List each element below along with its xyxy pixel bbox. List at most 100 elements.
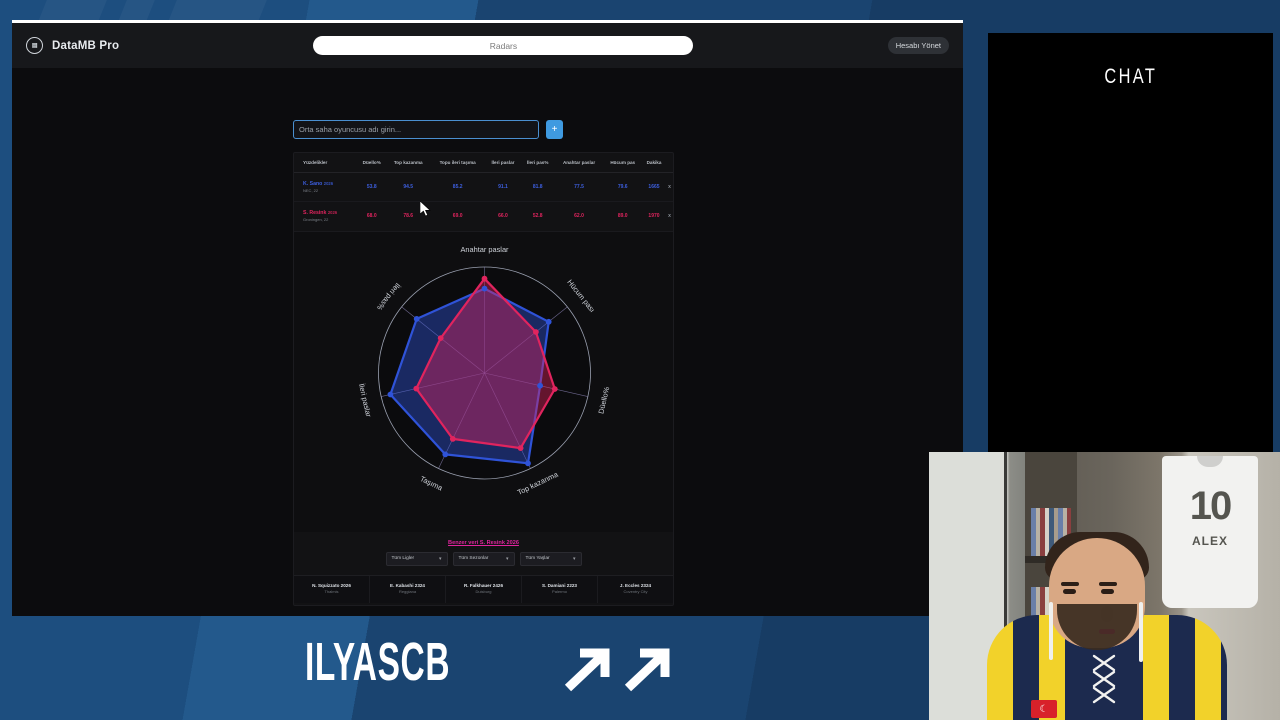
player-team: NEC, 22 xyxy=(303,187,319,193)
col-forward-passes[interactable]: İleri paslar xyxy=(485,153,521,173)
similar-player-name: R. Falkhauer 2426 xyxy=(463,582,504,588)
cell-key-passes: 77.5 xyxy=(554,172,604,203)
jersey-number: 10 xyxy=(1189,484,1232,528)
season-filter[interactable]: Tüm Sezonlar ▾ xyxy=(452,551,515,566)
jersey-collar xyxy=(1197,456,1223,467)
page-body: + Yüzdelikler Düello% Top kazanma Topu i… xyxy=(12,68,963,616)
list-item[interactable]: S. Damiani 2223 Palermo xyxy=(522,575,598,604)
col-percentiles[interactable]: Yüzdelikler xyxy=(294,153,358,173)
cell-minutes: 1665 xyxy=(641,172,667,203)
radar-chart[interactable]: Anahtar paslar Hücum pası Düello% Top kazan… xyxy=(294,231,673,532)
list-item[interactable]: E. Kabashi 2324 Reggiana xyxy=(370,575,446,604)
radars-search-pill[interactable]: Radars xyxy=(313,36,694,55)
league-filter-value: Tüm Ligler xyxy=(391,556,415,562)
radar-axis-label: Top kazanma xyxy=(516,469,560,497)
percentiles-table: Yüzdelikler Düello% Top kazanma Topu ile… xyxy=(294,153,673,232)
radar-chart-svg: Anahtar paslar Hücum pası Düello% Top kazan… xyxy=(357,245,611,497)
turkish-flag-badge: ☾ xyxy=(1031,700,1057,718)
list-item[interactable]: N. Squizzato 2026 Thalmis xyxy=(294,575,370,604)
player-search-input[interactable] xyxy=(293,120,539,139)
mouse-cursor-icon xyxy=(420,201,431,217)
col-duel-pct[interactable]: Düello% xyxy=(357,153,387,173)
similar-filters: Tüm Ligler ▾ Tüm Sezonlar ▾ Tüm Yaşlar ▾ xyxy=(294,551,673,575)
similar-player-name: S. Damiani 2223 xyxy=(542,582,577,588)
stream-brand-text: ILYASCB xyxy=(305,632,451,692)
player-cell: S. Resink 2026 Groningen, 22 xyxy=(294,201,358,232)
app-top-bar: ▤ DataMB Pro Radars Hesabı Yönet xyxy=(12,23,963,68)
cell-attacking-pass: 89.0 xyxy=(603,201,642,232)
player-cell: K. Sano 2026 NEC, 22 xyxy=(294,172,358,203)
similar-player-team: Thalmis xyxy=(324,589,339,595)
remove-player-button[interactable]: x xyxy=(666,172,673,203)
cell-attacking-pass: 79.6 xyxy=(603,172,642,203)
person-eye xyxy=(1101,589,1114,594)
table-row[interactable]: K. Sano 2026 NEC, 22 53.8 94.5 85.2 91.1… xyxy=(294,172,673,203)
table-row[interactable]: S. Resink 2026 Groningen, 22 68.0 78.6 6… xyxy=(294,201,673,232)
col-remove xyxy=(666,153,673,173)
app-capture-window: ▤ DataMB Pro Radars Hesabı Yönet + xyxy=(12,20,963,616)
radar-axis-label: Düello% xyxy=(596,385,611,414)
age-filter-value: Tüm Yaşlar xyxy=(525,556,550,562)
person-brow xyxy=(1061,582,1079,586)
manage-account-button[interactable]: Hesabı Yönet xyxy=(887,37,949,54)
datamb-logo-icon: ▤ xyxy=(26,37,43,54)
earphone-cable xyxy=(1049,602,1053,660)
cell-ball-carry: 85.2 xyxy=(430,172,486,203)
app-brand: ▤ DataMB Pro xyxy=(26,37,119,54)
col-ball-carry[interactable]: Topu ileri taşıma xyxy=(430,153,486,173)
cell-minutes: 1970 xyxy=(641,201,667,232)
shirt-laces xyxy=(1092,654,1116,704)
arrow-up-right-icon xyxy=(624,648,670,692)
radar-axis-label: Anahtar paslar xyxy=(460,245,509,254)
top-search-wrap: Radars xyxy=(119,36,888,55)
chevron-down-icon: ▾ xyxy=(438,555,442,562)
person-eye xyxy=(1063,589,1076,594)
league-filter[interactable]: Tüm Ligler ▾ xyxy=(385,551,448,566)
chevron-down-icon: ▾ xyxy=(572,555,576,562)
cell-forward-passes: 91.1 xyxy=(485,172,521,203)
stream-brand-bar: ILYASCB xyxy=(0,618,1280,720)
col-minutes[interactable]: Dakika xyxy=(641,153,667,173)
cell-ball-recovery: 94.5 xyxy=(386,172,431,203)
chevron-down-icon: ▾ xyxy=(505,555,509,562)
cell-key-passes: 62.0 xyxy=(554,201,604,232)
radar-axis-label: İleri paslar xyxy=(357,382,374,418)
cell-ball-carry: 69.0 xyxy=(430,201,486,232)
player-name: S. Resink 2026 xyxy=(303,210,338,217)
radar-axis-label: Hücum pası xyxy=(565,277,597,313)
similar-player-name: N. Squizzato 2026 xyxy=(312,582,351,588)
col-key-passes[interactable]: Anahtar paslar xyxy=(554,153,604,173)
app-brand-name: DataMB Pro xyxy=(52,39,120,52)
similar-player-team: Coventry City xyxy=(623,589,648,595)
table-header-row: Yüzdelikler Düello% Top kazanma Topu ile… xyxy=(294,153,673,173)
person-mouth xyxy=(1099,629,1115,634)
cell-forward-passes: 66.0 xyxy=(485,201,521,232)
player-team: Groningen, 22 xyxy=(303,217,329,223)
person-brow xyxy=(1099,582,1117,586)
similar-player-team: Duisburg xyxy=(475,589,492,595)
webcam-overlay: 10 ALEX ☾ xyxy=(929,452,1280,720)
chat-panel: CHAT xyxy=(988,33,1273,452)
similar-players-row: N. Squizzato 2026 Thalmis E. Kabashi 232… xyxy=(294,574,673,604)
player-name: K. Sano 2026 xyxy=(303,180,334,187)
add-player-button[interactable]: + xyxy=(546,120,563,139)
radar-card: Yüzdelikler Düello% Top kazanma Topu ile… xyxy=(293,152,674,607)
list-item[interactable]: R. Falkhauer 2426 Duisburg xyxy=(446,575,522,604)
cell-forward-pass-pct: 52.8 xyxy=(520,201,555,232)
similar-player-name: J. Eccles 2324 xyxy=(619,582,652,588)
jersey-name: ALEX xyxy=(1191,534,1229,548)
cell-duel-pct: 53.8 xyxy=(357,172,387,203)
age-filter[interactable]: Tüm Yaşlar ▾ xyxy=(519,551,582,566)
earphone-cable xyxy=(1139,602,1143,662)
similar-players-title: Benzer veri S. Resink 2026 xyxy=(294,531,673,552)
brand-arrows xyxy=(560,646,674,696)
chat-title: CHAT xyxy=(1104,65,1157,88)
col-ball-recovery[interactable]: Top kazanma xyxy=(386,153,431,173)
list-item[interactable]: J. Eccles 2324 Coventry City xyxy=(598,576,673,604)
remove-player-button[interactable]: x xyxy=(666,201,673,232)
radar-axis-label: İleri pas% xyxy=(375,281,403,312)
col-forward-pass-pct[interactable]: İleri pas% xyxy=(520,153,555,173)
cell-forward-pass-pct: 81.8 xyxy=(520,172,555,203)
col-attacking-pass[interactable]: Hücum pas xyxy=(603,153,642,173)
